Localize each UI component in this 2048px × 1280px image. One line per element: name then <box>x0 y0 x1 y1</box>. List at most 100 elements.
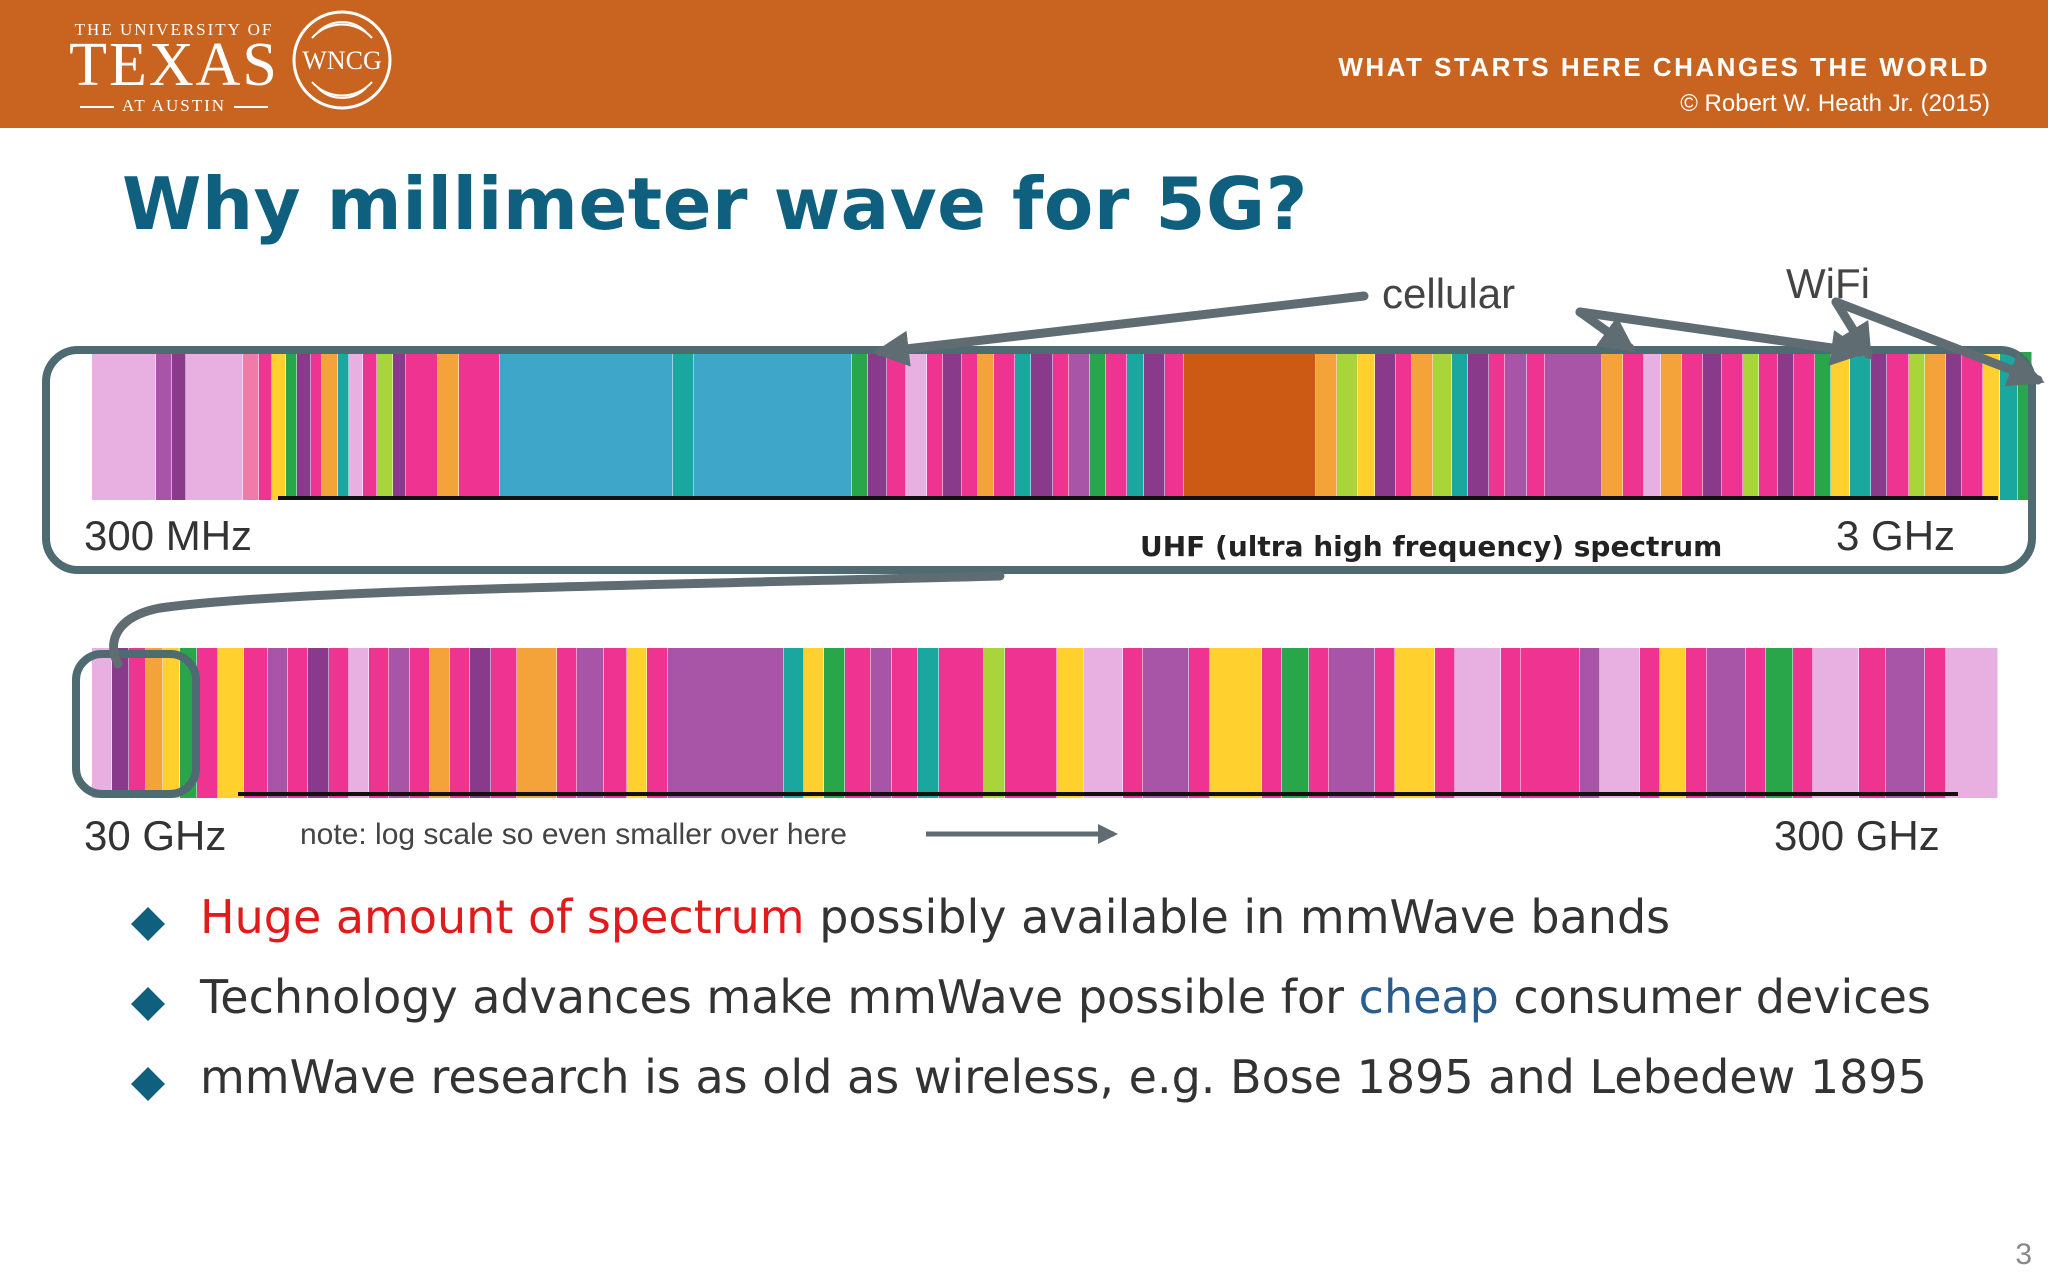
spectrum-band <box>1106 352 1128 500</box>
spectrum-band <box>804 648 825 798</box>
bullet-text: mmWave research is as old as wireless, e… <box>200 1050 1927 1104</box>
spectrum-band <box>1282 648 1309 798</box>
spectrum-band <box>667 648 784 798</box>
bottom-strip-baseline <box>238 792 1958 796</box>
spectrum-band <box>994 352 1016 500</box>
spectrum-band <box>556 648 577 798</box>
wncg-rings-icon <box>292 10 392 110</box>
logo-top-text: THE UNIVERSITY OF <box>74 20 274 39</box>
spectrum-band <box>349 352 363 500</box>
diamond-bullet-icon <box>131 907 165 941</box>
spectrum-band <box>1602 352 1624 500</box>
spectrum-band <box>1451 352 1469 500</box>
spectrum-band <box>1850 352 1872 500</box>
bullet-highlight: cheap <box>1358 970 1499 1024</box>
spectrum-band <box>129 648 147 798</box>
spectrum-band <box>348 648 370 798</box>
uhf-label: UHF (ultra high frequency) spectrum <box>1140 530 1723 563</box>
spectrum-band <box>844 648 872 798</box>
spectrum-band <box>824 648 845 798</box>
spectrum-band <box>1703 352 1722 500</box>
spectrum-band <box>1545 352 1602 500</box>
spectrum-band <box>1681 352 1704 500</box>
spectrum-band <box>267 648 289 798</box>
spectrum-band <box>977 352 995 500</box>
spectrum-band <box>450 648 471 798</box>
spectrum-band <box>1746 648 1767 798</box>
spectrum-band <box>918 648 939 798</box>
spectrum-band <box>1924 352 1947 500</box>
spectrum-band <box>647 648 668 798</box>
spectrum-band <box>458 352 501 500</box>
spectrum-band <box>1793 648 1814 798</box>
logo-main-text: TEXAS <box>69 31 279 99</box>
spectrum-band <box>1600 648 1640 798</box>
header-band: THE UNIVERSITY OF TEXAS AT AUSTIN WNCG W… <box>0 0 2048 128</box>
spectrum-band <box>1759 352 1778 500</box>
spectrum-band <box>406 352 438 500</box>
spectrum-band <box>338 352 350 500</box>
copyright: © Robert W. Heath Jr. (2015) <box>1680 90 1990 117</box>
spectrum-band <box>369 648 390 798</box>
spectrum-band <box>984 648 1005 798</box>
diamond-bullet-icon <box>131 987 165 1021</box>
spectrum-band <box>172 352 187 500</box>
page-number: 3 <box>2015 1238 2032 1271</box>
freq-start-bottom: 30 GHz <box>84 812 227 859</box>
spectrum-band <box>1777 352 1794 500</box>
spectrum-band <box>1887 352 1909 500</box>
spectrum-band <box>1859 648 1886 798</box>
spectrum-band <box>1068 352 1091 500</box>
logo-bottom-text: AT AUSTIN <box>64 96 284 116</box>
spectrum-band <box>1261 648 1283 798</box>
spectrum-band <box>146 648 164 798</box>
ut-austin-logo: THE UNIVERSITY OF TEXAS AT AUSTIN <box>64 16 284 116</box>
spectrum-band <box>1209 648 1262 798</box>
freq-end-bottom: 300 GHz <box>1774 812 1940 859</box>
wncg-logo: WNCG <box>290 8 394 112</box>
spectrum-band <box>783 648 805 798</box>
wncg-text: WNCG <box>302 46 382 75</box>
cellular-label: cellular <box>1382 270 1516 317</box>
spectrum-band <box>1500 648 1522 798</box>
spectrum-band <box>694 352 853 500</box>
spectrum-band <box>328 648 349 798</box>
spectrum-band <box>1057 648 1084 798</box>
bullet-list: Huge amount of spectrum possibly availab… <box>126 890 2006 1130</box>
bullet-text: Huge amount of spectrum possibly availab… <box>200 890 1670 944</box>
spectrum-band <box>871 648 892 798</box>
bullet-rest: possibly available in mmWave bands <box>804 890 1671 944</box>
bullet-text: Technology advances make mmWave possible… <box>200 970 1931 1024</box>
spectrum-band <box>1308 648 1330 798</box>
spectrum-band <box>1639 648 1660 798</box>
log-scale-note: note: log scale so even smaller over her… <box>300 818 847 851</box>
spectrum-band <box>1946 352 1963 500</box>
bullet-item: Technology advances make mmWave possible… <box>126 970 2006 1050</box>
spectrum-band <box>1374 352 1396 500</box>
spectrum-band <box>1127 352 1144 500</box>
bullet-highlight: Huge amount of spectrum <box>200 890 805 944</box>
spectrum-band <box>186 352 243 500</box>
spectrum-band <box>1015 352 1032 500</box>
spectrum-band <box>576 648 604 798</box>
spectrum-band <box>490 648 518 798</box>
bullet-item: Huge amount of spectrum possibly availab… <box>126 890 2006 970</box>
spectrum-band <box>1885 648 1926 798</box>
spectrum-band <box>1815 352 1832 500</box>
spectrum-band <box>1660 352 1682 500</box>
spectrum-band <box>1706 648 1747 798</box>
bullet-item: mmWave research is as old as wireless, e… <box>126 1050 2006 1130</box>
spectrum-band <box>376 352 393 500</box>
spectrum-band <box>297 352 311 500</box>
spectrum-band <box>1090 352 1107 500</box>
spectrum-band <box>1031 352 1053 500</box>
spectrum-band <box>1454 648 1501 798</box>
spectrum-band <box>603 648 628 798</box>
spectrum-band <box>1521 648 1580 798</box>
spectrum-band <box>627 648 648 798</box>
spectrum-band <box>1871 352 1888 500</box>
spectrum-band <box>244 648 268 798</box>
spectrum-band <box>112 648 130 798</box>
spectrum-band <box>258 352 273 500</box>
spectrum-band <box>1644 352 1661 500</box>
